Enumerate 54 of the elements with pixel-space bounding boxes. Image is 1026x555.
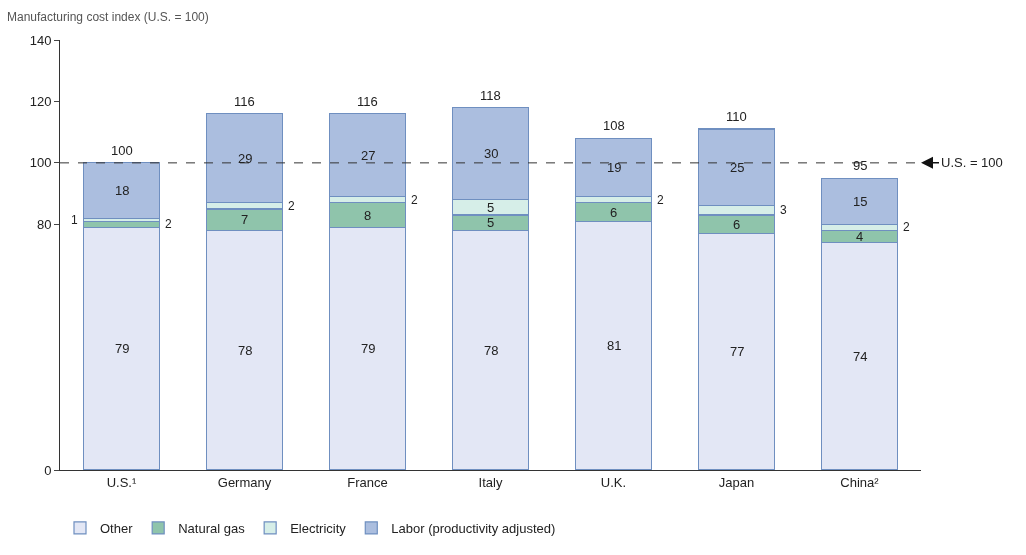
total-label: 116: [357, 94, 378, 109]
data-label: 74: [853, 349, 868, 364]
data-label: 5: [487, 200, 495, 215]
x-tick-label: U.K.: [600, 474, 627, 490]
total-label: 116: [234, 94, 255, 109]
total-label: 95: [853, 158, 868, 173]
data-label: 1: [71, 213, 78, 227]
legend-label: Electricity: [290, 521, 347, 537]
data-label: 27: [361, 148, 376, 163]
data-label: 18: [115, 183, 130, 198]
y-tick-label: 120: [29, 93, 52, 109]
y-tick-label: 80: [36, 216, 52, 232]
total-label: 110: [726, 109, 747, 124]
data-label: 77: [730, 344, 745, 359]
x-tick-label: Japan: [718, 474, 755, 490]
data-label: 8: [364, 208, 372, 223]
data-label: 2: [288, 199, 295, 213]
y-tick-label: 100: [29, 155, 52, 171]
legend-label: Labor (productivity adjusted): [391, 521, 556, 537]
data-label: 79: [361, 341, 376, 356]
data-label: 2: [903, 220, 910, 234]
y-tick-label: 0: [44, 462, 52, 478]
data-label: 30: [484, 146, 499, 161]
total-label: 100: [111, 143, 133, 158]
data-label: 7: [241, 212, 249, 227]
bar: [82, 162, 161, 219]
data-label: 3: [780, 203, 787, 217]
data-label: 6: [610, 205, 618, 220]
x-tick-label: China²: [840, 474, 880, 490]
x-tick-label: Italy: [478, 474, 503, 490]
data-label: 78: [238, 343, 253, 358]
legend-label: Natural gas: [178, 521, 246, 537]
ref-line-label: U.S. = 100: [941, 155, 1003, 170]
data-label: 81: [607, 338, 622, 353]
x-tick-label: U.S.¹: [106, 474, 137, 490]
legend-label: Other: [100, 521, 134, 537]
x-tick-label: France: [347, 474, 388, 490]
data-label: 15: [853, 194, 868, 209]
data-label: 6: [733, 217, 741, 232]
data-label: 2: [411, 193, 418, 207]
total-label: 118: [480, 88, 501, 103]
total-label: 108: [603, 118, 625, 133]
data-label: 19: [607, 160, 622, 175]
data-label: 25: [730, 160, 745, 175]
data-label: 2: [165, 217, 172, 231]
data-label: 79: [115, 341, 130, 356]
data-label: 5: [487, 215, 495, 230]
data-label: 2: [657, 193, 664, 207]
x-tick-label: Germany: [217, 474, 272, 490]
data-label: 78: [484, 343, 499, 358]
y-axis-title: Manufacturing cost index (U.S. = 100): [7, 10, 209, 24]
y-tick-label: 140: [29, 32, 52, 48]
data-label: 4: [856, 229, 864, 244]
bar: [82, 226, 161, 470]
